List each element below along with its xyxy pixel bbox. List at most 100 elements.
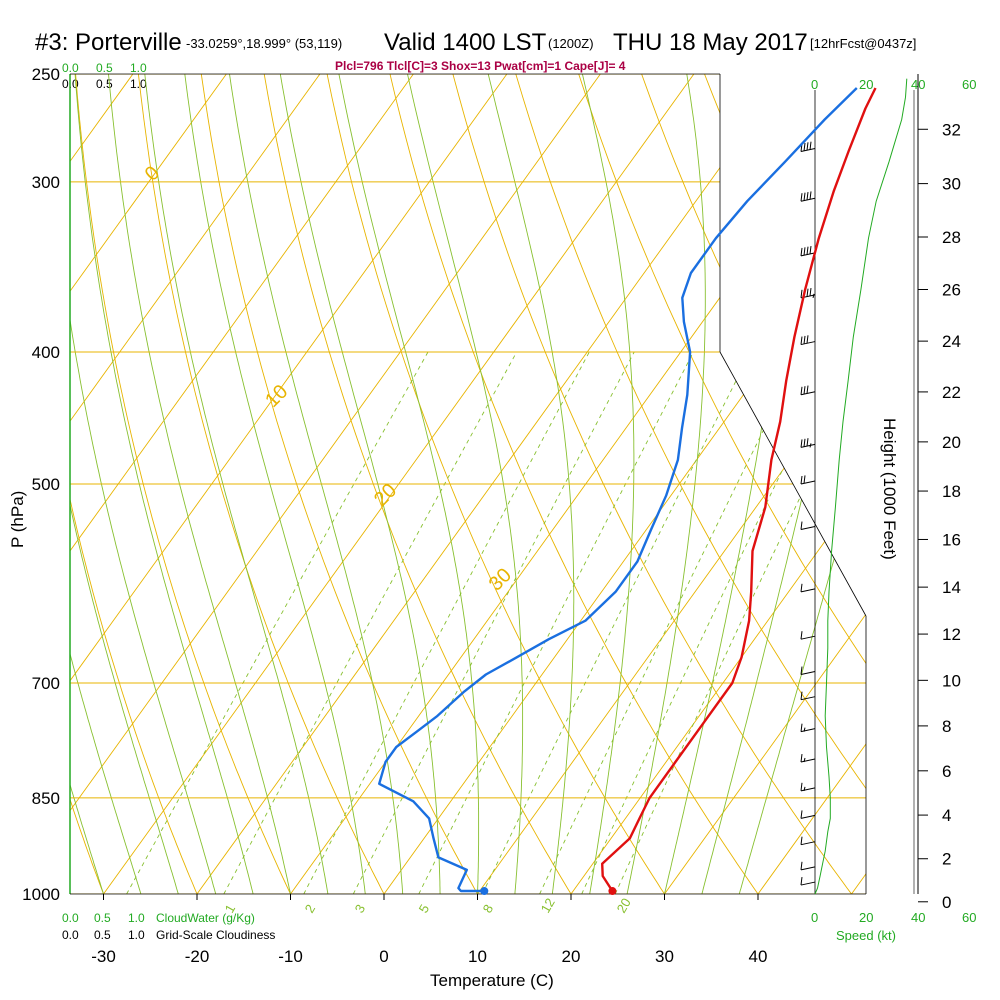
- forecast-info: [12hrFcst@0437z]: [810, 36, 916, 51]
- dry-adiabat: [829, 74, 866, 894]
- speed-tick-bottom-0: 0: [811, 910, 818, 925]
- temperature-tick-label: 30: [655, 947, 674, 966]
- wind-barb-flag: [809, 287, 812, 297]
- height-tick-label: 28: [942, 228, 961, 247]
- wind-barb-half-flag: [809, 443, 812, 448]
- height-tick-label: 14: [942, 578, 961, 597]
- pressure-tick-label: 400: [32, 343, 60, 362]
- wind-barb: [800, 475, 816, 485]
- cloud-water-scale-top-2: 1.0: [130, 61, 147, 75]
- wind-barb-flag: [806, 335, 809, 344]
- wind-barb-flag: [803, 438, 806, 447]
- wind-barb-flag: [806, 191, 809, 201]
- dry-adiabat: [452, 74, 852, 894]
- wind-barbs: [800, 141, 816, 886]
- height-tick-label: 12: [942, 625, 961, 644]
- pressure-tick-label: 250: [32, 65, 60, 84]
- wind-barb-flag: [809, 246, 812, 255]
- wind-barb-flag: [800, 666, 803, 675]
- wind-barb-flag: [806, 385, 809, 394]
- temperature-tick-label: 20: [562, 947, 581, 966]
- temperature-tick-label: -10: [278, 947, 303, 966]
- wind-barb-staff: [800, 341, 816, 346]
- dewpoint-profile: [378, 87, 858, 893]
- utc-time: (1200Z): [548, 36, 594, 51]
- wind-barb-flag: [800, 386, 803, 395]
- wind-barb-flag: [800, 723, 803, 732]
- moist-adiabat: [581, 74, 635, 894]
- wind-barb-flag: [800, 439, 803, 448]
- temperature-tick-label: 40: [749, 947, 768, 966]
- wind-barb-flag: [800, 753, 803, 763]
- height-tick-label: 10: [942, 671, 961, 690]
- mixing-ratio-line: [614, 351, 866, 894]
- wind-barb-half-flag: [803, 786, 806, 791]
- wind-barb-flag: [809, 191, 812, 200]
- mixing-ratio-line: [581, 351, 841, 894]
- wind-barb-flag: [800, 691, 803, 700]
- wind-barb-staff: [800, 881, 816, 886]
- cloudiness-scale-top-1: 0.5: [96, 77, 113, 91]
- wind-barb-flag: [806, 288, 809, 297]
- moist-adiabat: [279, 74, 441, 894]
- mixing-ratio-line: [126, 351, 429, 894]
- isotherm: [70, 74, 321, 894]
- pressure-tick-label: 700: [32, 674, 60, 693]
- station-coords: -33.0259°,18.999° (53,119): [186, 36, 342, 51]
- wind-barb-flag: [803, 335, 806, 345]
- wind-barb-half-flag: [803, 727, 806, 732]
- speed-axis-label: Speed (kt): [836, 928, 896, 943]
- height-tick-label: 20: [942, 433, 961, 452]
- dry-adiabat-label: 30: [485, 564, 516, 595]
- wind-barb-staff: [800, 728, 816, 733]
- wind-barb-half-flag: [803, 757, 806, 763]
- wind-barb-flag: [803, 386, 806, 395]
- wind-barb: [800, 876, 816, 886]
- pressure-tick-label: 500: [32, 475, 60, 494]
- wind-barb: [800, 782, 816, 792]
- mixing-ratio-label: 20: [614, 895, 634, 915]
- wind-barb-flag: [800, 836, 803, 845]
- wind-barb: [800, 666, 816, 676]
- mixing-ratio-label: 5: [416, 902, 433, 916]
- height-tick-label: 30: [942, 175, 961, 194]
- valid-date: THU 18 May 2017: [613, 29, 808, 56]
- wind-barb-staff: [800, 758, 816, 763]
- wind-barb-flag: [800, 475, 803, 485]
- wind-barb-staff: [800, 391, 816, 396]
- moist-adiabat: [108, 74, 291, 894]
- wind-barb-flag: [800, 521, 803, 530]
- height-tick-label: 16: [942, 530, 961, 549]
- wind-barb-flag: [803, 475, 806, 484]
- wind-barb: [800, 246, 816, 257]
- speed-tick-bottom-20: 20: [859, 910, 873, 925]
- speed-tick-bottom-60: 60: [962, 910, 976, 925]
- wind-barb-flag: [800, 193, 803, 202]
- height-axis-label: Height (1000 Feet): [880, 418, 899, 560]
- pressure-tick-label: 1000: [22, 885, 60, 904]
- cloudiness-scale-top-2: 1.0: [130, 77, 147, 91]
- station-name: #3: Porterville: [35, 29, 182, 56]
- moist-adiabat: [338, 74, 480, 894]
- height-tick-label: 22: [942, 383, 961, 402]
- moist-adiabat: [184, 74, 366, 894]
- dry-adiabat: [578, 74, 866, 894]
- speed-panel: [814, 78, 915, 895]
- temperature-tick-label: -20: [185, 947, 210, 966]
- wind-barb-staff: [800, 526, 816, 531]
- sounding-profiles: [378, 87, 877, 896]
- isotherm: [757, 74, 866, 894]
- wind-barb-half-flag: [812, 293, 815, 298]
- wind-barb-staff: [800, 696, 816, 701]
- wind-barb-staff: [800, 635, 816, 640]
- wind-barb-flag: [800, 876, 803, 886]
- wind-barb-flag: [806, 142, 809, 151]
- moist-adiabat: [229, 74, 404, 894]
- wind-barb-flag: [800, 583, 803, 592]
- temperature-axis-label: Temperature (C): [430, 971, 554, 990]
- wind-barb: [800, 753, 816, 763]
- dry-adiabat: [326, 74, 665, 894]
- surface-dewpoint-marker: [480, 887, 489, 896]
- wind-barb: [800, 385, 816, 396]
